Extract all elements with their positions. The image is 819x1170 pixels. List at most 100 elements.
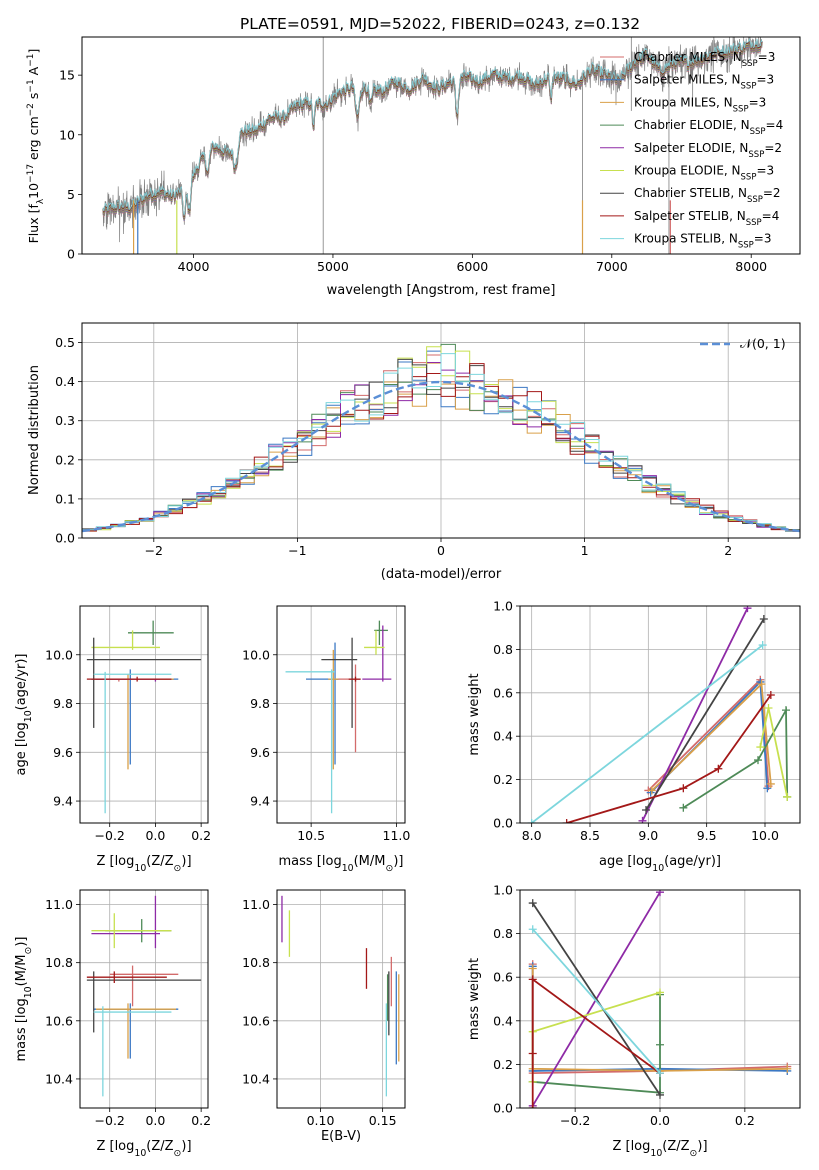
legend-entry: Salpeter ELODIE, NSSP=2 xyxy=(634,141,782,160)
y-tick-label: 9.4 xyxy=(53,794,73,809)
x-axis-label: Z [log10(Z/Z⊙)] xyxy=(612,1139,707,1159)
y-axis-label: mass [log10(M/M⊙)] xyxy=(14,937,34,1062)
plot-area xyxy=(527,606,792,823)
y-tick-label: 0 xyxy=(67,247,75,262)
weight-marker xyxy=(754,756,762,765)
weight-marker xyxy=(759,615,768,624)
axes-frame xyxy=(81,322,801,539)
label-part: age [log xyxy=(599,854,652,869)
y-tick-label: 9.6 xyxy=(53,745,73,760)
y-tick-label: 10.4 xyxy=(242,1071,270,1086)
x-tick-label: 0.2 xyxy=(735,1113,755,1128)
label-part: Z [log xyxy=(96,1139,134,1154)
x-axis-label: Z [log10(Z/Z⊙)] xyxy=(96,854,191,874)
x-tick-label: 0.15 xyxy=(369,1113,397,1128)
model-spectrum xyxy=(102,38,763,216)
y-tick-label: 10.6 xyxy=(45,1013,73,1028)
label-part: ⊙ xyxy=(385,863,393,874)
legend-entry: Salpeter MILES, NSSP=3 xyxy=(634,73,774,92)
weight-marker xyxy=(656,988,664,997)
label-part: ] xyxy=(26,49,41,54)
label-part: (age/yr)] xyxy=(664,854,721,869)
x-tick-label: −0.2 xyxy=(95,1113,125,1128)
y-tick-label: 15 xyxy=(59,68,75,83)
y-tick-label: 10 xyxy=(59,127,75,142)
age-weight-axes: 8.0 8.5 9.0 9.5 10.0 0.0 0.2 0.4 0.6 0.8 1.0 age [l… xyxy=(467,599,801,874)
weight-marker xyxy=(656,1090,664,1099)
label-part: )] xyxy=(393,854,403,869)
x-tick-label: 0.0 xyxy=(650,1113,670,1128)
label-part: A xyxy=(26,66,41,79)
x-tick-label: 1 xyxy=(581,543,589,558)
x-axis-label: mass [log10(M/M⊙)] xyxy=(279,854,404,874)
label-part: age [log xyxy=(14,722,29,775)
x-tick-label: −0.2 xyxy=(95,828,125,843)
axes-frame xyxy=(519,889,801,1109)
label-part: Z [log xyxy=(96,854,134,869)
x-tick-label: 0.2 xyxy=(191,828,211,843)
z-weight-axes: −0.2 0.0 0.2 0.0 0.2 0.4 0.6 0.8 1.0 Z [log10(Z/Z… xyxy=(467,883,801,1159)
y-tick-label: 0.2 xyxy=(55,452,75,467)
y-tick-label: 0.4 xyxy=(493,1013,513,1028)
x-tick-label: 10.5 xyxy=(297,828,325,843)
legend-nssp: =2 xyxy=(763,186,781,200)
y-tick-label: 5 xyxy=(67,187,75,202)
label-part: λ xyxy=(36,198,46,204)
x-tick-label: −0.2 xyxy=(560,1113,590,1128)
label-part: 10 xyxy=(134,1148,146,1159)
legend-entry: 𝒩(0, 1) xyxy=(740,336,786,351)
z-mass-axes: −0.2 0.0 0.210.410.610.811.0Z [log10(Z/Z⊙)… xyxy=(14,889,211,1159)
label-part: s xyxy=(26,93,41,104)
label-part: 10 xyxy=(26,183,41,199)
label-part: )] xyxy=(181,1139,191,1154)
label-part: Flux [f xyxy=(26,204,41,244)
label-part: (M/M xyxy=(354,854,386,869)
x-tick-label: 2 xyxy=(724,543,732,558)
x-tick-label: 5000 xyxy=(317,259,349,274)
weight-marker xyxy=(743,606,752,613)
plot-area xyxy=(528,890,792,1108)
weight-marker xyxy=(528,964,537,973)
legend-nssp: =4 xyxy=(766,118,784,132)
y-axis-label: mass weight xyxy=(467,958,482,1040)
legend-entry: Salpeter STELIB, NSSP=4 xyxy=(634,209,779,228)
legend-sub: SSP xyxy=(738,241,754,251)
legend-sub: SSP xyxy=(741,82,757,92)
weight-marker xyxy=(656,1069,664,1078)
residual-histogram xyxy=(82,353,800,538)
weight-marker xyxy=(766,690,775,699)
label-part: (Z/Z xyxy=(146,1139,173,1154)
y-tick-label: 10.0 xyxy=(242,647,270,662)
mass-age-axes: 10.5 11.0 9.4 9.6 9.8 10.0 mass [log10(M/M⊙)] xyxy=(242,605,410,874)
legend-nssp: =3 xyxy=(756,164,774,178)
weight-marker xyxy=(562,819,571,823)
legend-nssp: =2 xyxy=(764,141,782,155)
axes-frame xyxy=(519,605,801,824)
legend-sub: SSP xyxy=(747,195,763,205)
x-tick-label: 0 xyxy=(437,543,445,558)
plot-area xyxy=(82,343,800,538)
y-tick-label: 10.8 xyxy=(45,955,73,970)
label-part: )] xyxy=(697,1139,707,1154)
weight-marker xyxy=(642,805,650,814)
weight-marker xyxy=(782,706,790,715)
histogram-axes: −2 −1 0 1 2 0.0 0.1 0.2 0.3 0.4 0.5 𝒩(0, 1) (data-mo… xyxy=(27,322,801,582)
legend-entry: Kroupa ELODIE, NSSP=3 xyxy=(634,164,774,183)
x-tick-label: 8000 xyxy=(735,259,767,274)
label-part: )] xyxy=(181,854,191,869)
weight-marker xyxy=(528,925,537,934)
plot-area xyxy=(102,37,763,254)
x-axis-label: age [log10(age/yr)] xyxy=(599,854,721,874)
weight-marker xyxy=(764,703,773,712)
legend-name: Chabrier ELODIE, N xyxy=(634,118,750,132)
x-tick-label: 0.2 xyxy=(191,1113,211,1128)
weight-series xyxy=(532,928,661,1074)
label-part: 10 xyxy=(23,986,34,998)
legend-sub: SSP xyxy=(742,59,758,69)
y-tick-label: 11.0 xyxy=(242,897,270,912)
y-tick-label: 10.4 xyxy=(45,1071,73,1086)
weight-marker xyxy=(527,819,536,823)
x-tick-label: 8.0 xyxy=(522,828,542,843)
label-part: −1 xyxy=(26,79,36,92)
legend-nssp: =3 xyxy=(758,50,776,64)
